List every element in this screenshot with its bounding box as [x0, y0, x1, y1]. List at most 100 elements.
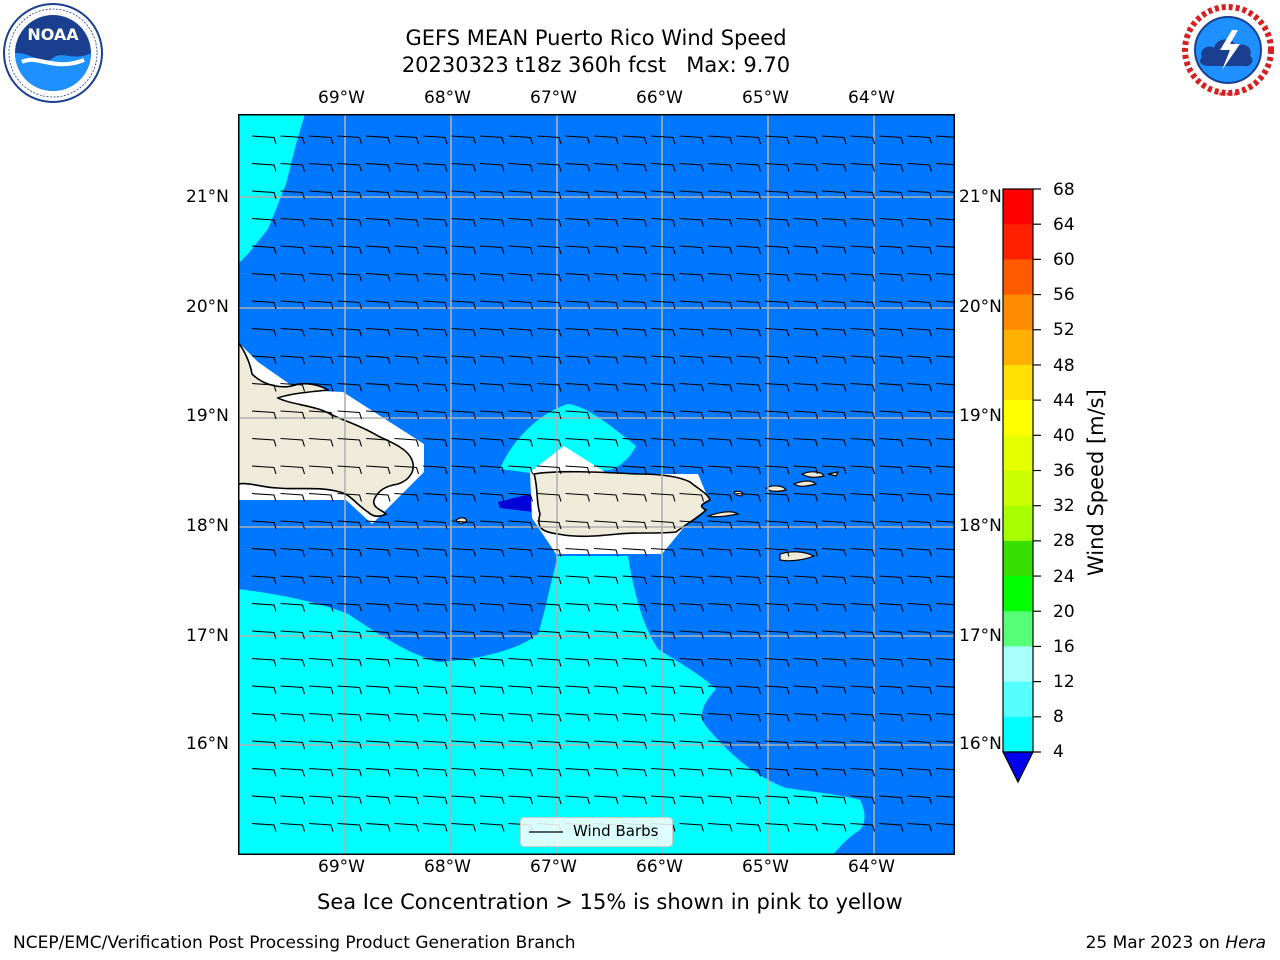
wind-barb — [907, 795, 933, 805]
wind-barb — [793, 437, 819, 447]
wind-barb — [337, 520, 363, 530]
wind-barb — [308, 767, 334, 777]
wind-barb — [878, 327, 904, 337]
wind-barb — [650, 630, 676, 640]
wind-barb — [650, 795, 676, 805]
wind-barb — [451, 492, 477, 502]
wind-barb — [850, 547, 876, 557]
wind-barb — [736, 492, 762, 502]
wind-barb — [508, 575, 534, 585]
wind-barb — [394, 355, 420, 365]
wind-barb — [764, 382, 790, 392]
wind-barb — [907, 547, 933, 557]
wind-barb — [679, 492, 705, 502]
wind-barb — [308, 382, 334, 392]
wind-barb — [821, 492, 847, 502]
wind-barb — [679, 382, 705, 392]
wind-barb — [736, 767, 762, 777]
wind-barb — [650, 327, 676, 337]
wind-barb — [280, 685, 306, 695]
wind-barb — [764, 327, 790, 337]
wind-barb — [451, 245, 477, 255]
colorbar-tick-36: 36 — [1053, 461, 1075, 481]
wind-barb — [365, 245, 391, 255]
wind-barb — [821, 547, 847, 557]
wind-barb — [251, 190, 277, 200]
colorbar-tick-20: 20 — [1053, 602, 1075, 622]
wind-barb — [593, 492, 619, 502]
wind-barb — [935, 822, 955, 826]
wind-barb — [679, 740, 705, 750]
wind-barb — [508, 685, 534, 695]
colorbar-bin — [1003, 611, 1033, 647]
lat-label-right-20n: 20°N — [959, 297, 1002, 317]
nws-logo: ★ ★ ★ — [1181, 3, 1275, 98]
colorbar-tick-8: 8 — [1053, 707, 1064, 727]
wind-barb — [622, 245, 648, 255]
wind-barb — [422, 355, 448, 365]
wind-barb — [707, 382, 733, 392]
wind-barb — [736, 740, 762, 750]
wind-barb — [251, 300, 277, 310]
wind-barb — [821, 382, 847, 392]
wind-barb — [878, 272, 904, 282]
wind-barb — [337, 602, 363, 612]
wind-barb — [365, 712, 391, 722]
wind-barb — [707, 327, 733, 337]
wind-barb — [422, 190, 448, 200]
wind-barb — [565, 465, 591, 475]
wind-barb — [821, 217, 847, 227]
wind-barb — [907, 740, 933, 750]
wind-barb — [821, 355, 847, 365]
wind-barb — [878, 657, 904, 667]
wind-barb — [821, 712, 847, 722]
wind-barb — [365, 162, 391, 172]
wind-zone-8-12-northwest — [238, 114, 305, 264]
legend-line-icon — [529, 831, 563, 833]
wind-barb — [508, 135, 534, 145]
wind-barb — [308, 657, 334, 667]
wind-barbs — [251, 135, 955, 832]
wind-barb — [793, 712, 819, 722]
wind-barb — [622, 575, 648, 585]
colorbar-bin — [1003, 259, 1033, 296]
wind-barb — [736, 217, 762, 227]
wind-barb — [337, 822, 363, 832]
wind-barb — [821, 190, 847, 200]
wind-barb — [280, 822, 306, 832]
wind-barb — [508, 355, 534, 365]
wind-barb — [793, 795, 819, 805]
wind-barb — [280, 300, 306, 310]
wind-barb — [365, 410, 391, 420]
wind-barb — [736, 712, 762, 722]
wind-barb — [365, 520, 391, 530]
wind-barb — [736, 190, 762, 200]
wind-barb — [536, 795, 562, 805]
wind-barb — [650, 217, 676, 227]
wind-barb — [935, 795, 955, 798]
wind-barb — [280, 190, 306, 200]
wind-barb — [650, 520, 676, 530]
wind-barb — [479, 712, 505, 722]
wind-barb — [935, 300, 955, 303]
wind-barb — [365, 437, 391, 447]
wind-barb — [251, 410, 277, 420]
wind-barb — [707, 162, 733, 172]
wind-barb — [650, 382, 676, 392]
wind-barb — [365, 822, 391, 832]
wind-barb — [622, 135, 648, 145]
wind-barb — [422, 740, 448, 750]
wind-barb — [736, 602, 762, 612]
wind-barb — [593, 685, 619, 695]
wind-barb — [707, 822, 733, 832]
wind-barb — [793, 355, 819, 365]
wind-barb — [736, 300, 762, 310]
wind-barb — [251, 657, 277, 667]
wind-barb — [451, 437, 477, 447]
wind-barb — [907, 767, 933, 777]
wind-barb — [451, 630, 477, 640]
wind-barb — [821, 657, 847, 667]
wind-barb — [793, 520, 819, 530]
wind-barb — [821, 272, 847, 282]
wind-barb — [536, 162, 562, 172]
